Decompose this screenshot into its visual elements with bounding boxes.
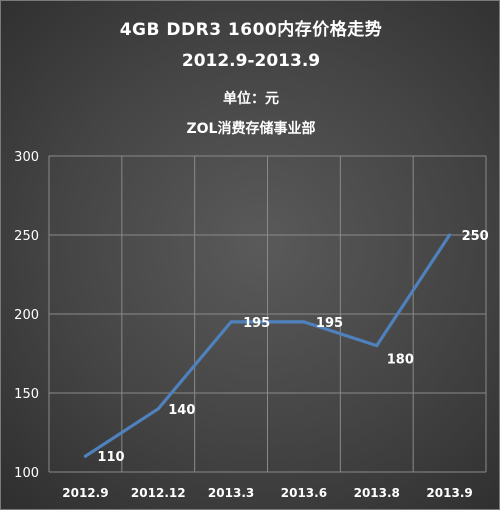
y-tick-label: 100 xyxy=(14,466,39,481)
x-tick-label: 2013.9 xyxy=(426,486,472,500)
data-label: 110 xyxy=(97,450,124,465)
data-point xyxy=(375,344,379,348)
y-tick-label: 200 xyxy=(14,308,39,323)
chart-source: ZOL消费存储事业部 xyxy=(186,121,316,137)
chart-date-range: 2012.9-2013.9 xyxy=(181,51,321,71)
grid-lines xyxy=(48,155,487,473)
x-axis: 2012.9 2012.12 2013.3 2013.6 2013.8 2013.9 xyxy=(62,486,472,500)
series-layer xyxy=(83,233,452,458)
x-tick-label: 2012.12 xyxy=(131,486,186,500)
data-label: 140 xyxy=(168,403,195,418)
data-label: 180 xyxy=(387,353,414,368)
x-tick-label: 2013.6 xyxy=(281,486,327,500)
data-point xyxy=(156,407,160,411)
x-tick-label: 2013.3 xyxy=(208,486,254,500)
data-point xyxy=(83,454,87,458)
data-point xyxy=(302,320,306,324)
data-point xyxy=(448,233,452,237)
data-point xyxy=(229,320,233,324)
y-tick-label: 150 xyxy=(14,387,39,402)
x-tick-label: 2013.8 xyxy=(354,486,400,500)
chart-unit: 单位：元 xyxy=(223,91,279,107)
y-tick-label: 300 xyxy=(14,150,39,165)
data-labels: 110 140 195 195 180 250 xyxy=(97,229,488,465)
x-tick-label: 2012.9 xyxy=(62,486,108,500)
y-axis: 100 150 200 250 300 xyxy=(14,150,39,481)
chart-title: 4GB DDR3 1600内存价格走势 xyxy=(119,20,383,40)
data-label: 195 xyxy=(316,316,343,331)
data-label: 250 xyxy=(462,229,489,244)
series-line xyxy=(83,233,452,458)
data-label: 195 xyxy=(243,316,270,331)
y-tick-label: 250 xyxy=(14,229,39,244)
